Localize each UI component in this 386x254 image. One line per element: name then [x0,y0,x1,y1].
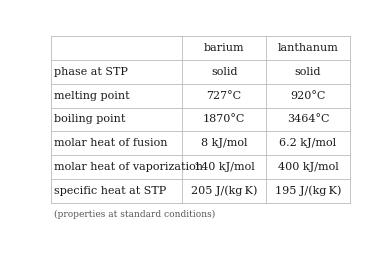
Text: barium: barium [204,43,244,53]
Text: molar heat of vaporization: molar heat of vaporization [54,162,203,172]
Text: 6.2 kJ/mol: 6.2 kJ/mol [279,138,337,148]
Text: molar heat of fusion: molar heat of fusion [54,138,168,148]
Text: 1870°C: 1870°C [203,115,245,124]
Text: melting point: melting point [54,91,130,101]
Text: 727°C: 727°C [207,91,242,101]
Text: 3464°C: 3464°C [287,115,329,124]
Text: 8 kJ/mol: 8 kJ/mol [201,138,247,148]
Text: 205 J/(kg K): 205 J/(kg K) [191,185,257,196]
Text: solid: solid [211,67,237,77]
Text: 400 kJ/mol: 400 kJ/mol [278,162,338,172]
Text: 195 J/(kg K): 195 J/(kg K) [275,185,341,196]
Text: boiling point: boiling point [54,115,125,124]
Text: solid: solid [295,67,321,77]
Text: 920°C: 920°C [290,91,326,101]
Text: lanthanum: lanthanum [278,43,339,53]
Text: (properties at standard conditions): (properties at standard conditions) [54,210,215,218]
Text: phase at STP: phase at STP [54,67,128,77]
Text: 140 kJ/mol: 140 kJ/mol [194,162,254,172]
Text: specific heat at STP: specific heat at STP [54,186,166,196]
